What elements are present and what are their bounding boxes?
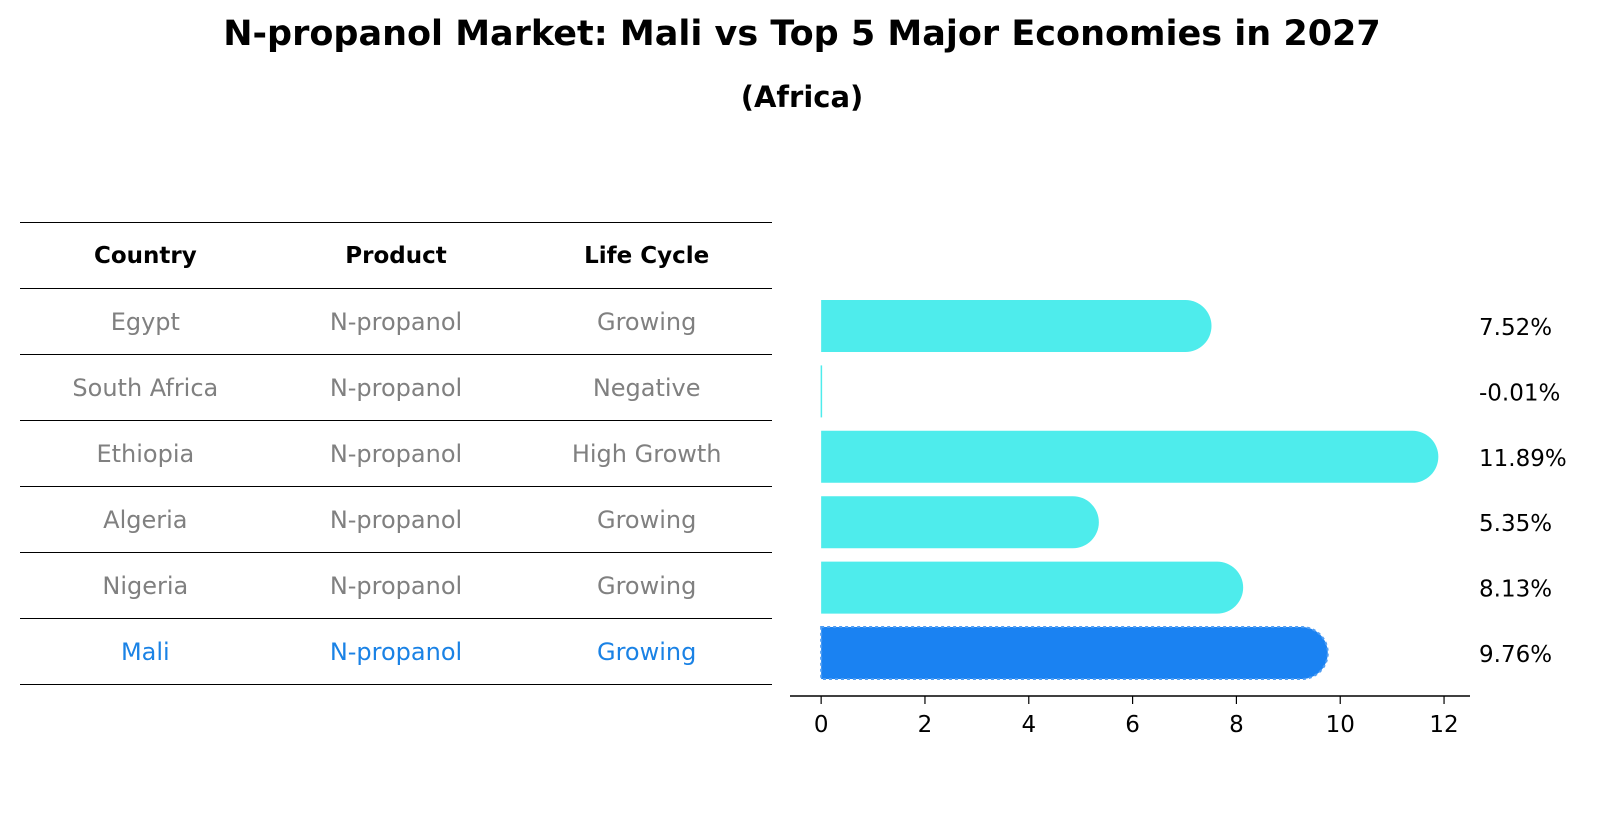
table-row: Egypt N-propanol Growing xyxy=(20,288,772,354)
country-cell: Mali xyxy=(120,637,170,666)
bar xyxy=(821,561,1244,614)
bar xyxy=(821,430,1439,483)
table-row: Ethiopia N-propanol High Growth xyxy=(20,420,772,486)
life-cycle-cell: Negative xyxy=(592,373,701,402)
life-cycle-cell: High Growth xyxy=(571,439,722,468)
life-cycle-cell: Growing xyxy=(596,637,697,666)
country-cell: Egypt xyxy=(110,307,180,336)
column-header-product: Product xyxy=(345,242,447,269)
life-cycle-cell: Growing xyxy=(596,505,697,534)
country-cell: Algeria xyxy=(103,505,188,534)
bar xyxy=(820,365,823,418)
table-row: South Africa N-propanol Negative xyxy=(20,354,772,420)
table-row: Nigeria N-propanol Growing xyxy=(20,552,772,618)
x-tick-label: 2 xyxy=(918,712,933,738)
product-cell: N-propanol xyxy=(329,373,463,402)
product-cell: N-propanol xyxy=(329,307,463,336)
bar xyxy=(821,300,1212,352)
value-label: 7.52% xyxy=(1479,315,1552,341)
product-cell: N-propanol xyxy=(329,571,463,600)
value-label: 5.35% xyxy=(1479,511,1552,537)
x-tick-label: 8 xyxy=(1229,712,1244,738)
table-header-row: Country Product Life Cycle xyxy=(20,222,772,288)
chart-title: N-propanol Market: Mali vs Top 5 Major E… xyxy=(223,14,1381,54)
value-label: 8.13% xyxy=(1479,577,1552,603)
product-cell: N-propanol xyxy=(329,439,463,468)
market-table: Country Product Life Cycle Egypt N-propa… xyxy=(20,222,772,685)
country-cell: Ethiopia xyxy=(96,439,195,468)
x-tick-label: 6 xyxy=(1125,712,1140,738)
country-cell: Nigeria xyxy=(102,571,189,600)
bar xyxy=(821,496,1099,549)
product-cell: N-propanol xyxy=(329,505,463,534)
life-cycle-cell: Growing xyxy=(596,571,697,600)
x-tick-label: 0 xyxy=(814,712,829,738)
bar-highlighted xyxy=(820,626,1329,680)
table-row-highlighted: Mali N-propanol Growing xyxy=(20,618,772,685)
product-cell: N-propanol xyxy=(329,637,463,666)
country-cell: South Africa xyxy=(72,373,219,402)
x-tick-label: 10 xyxy=(1326,712,1355,738)
value-label: 9.76% xyxy=(1479,642,1552,668)
x-tick-label: 4 xyxy=(1021,712,1036,738)
life-cycle-cell: Growing xyxy=(596,307,697,336)
x-tick-label: 12 xyxy=(1429,712,1458,738)
column-header-country: Country xyxy=(93,242,197,269)
chart-subtitle: (Africa) xyxy=(740,80,864,114)
column-header-life-cycle: Life Cycle xyxy=(584,242,710,269)
value-label: 11.89% xyxy=(1479,446,1567,472)
table-row: Algeria N-propanol Growing xyxy=(20,486,772,552)
value-label: -0.01% xyxy=(1479,380,1560,406)
